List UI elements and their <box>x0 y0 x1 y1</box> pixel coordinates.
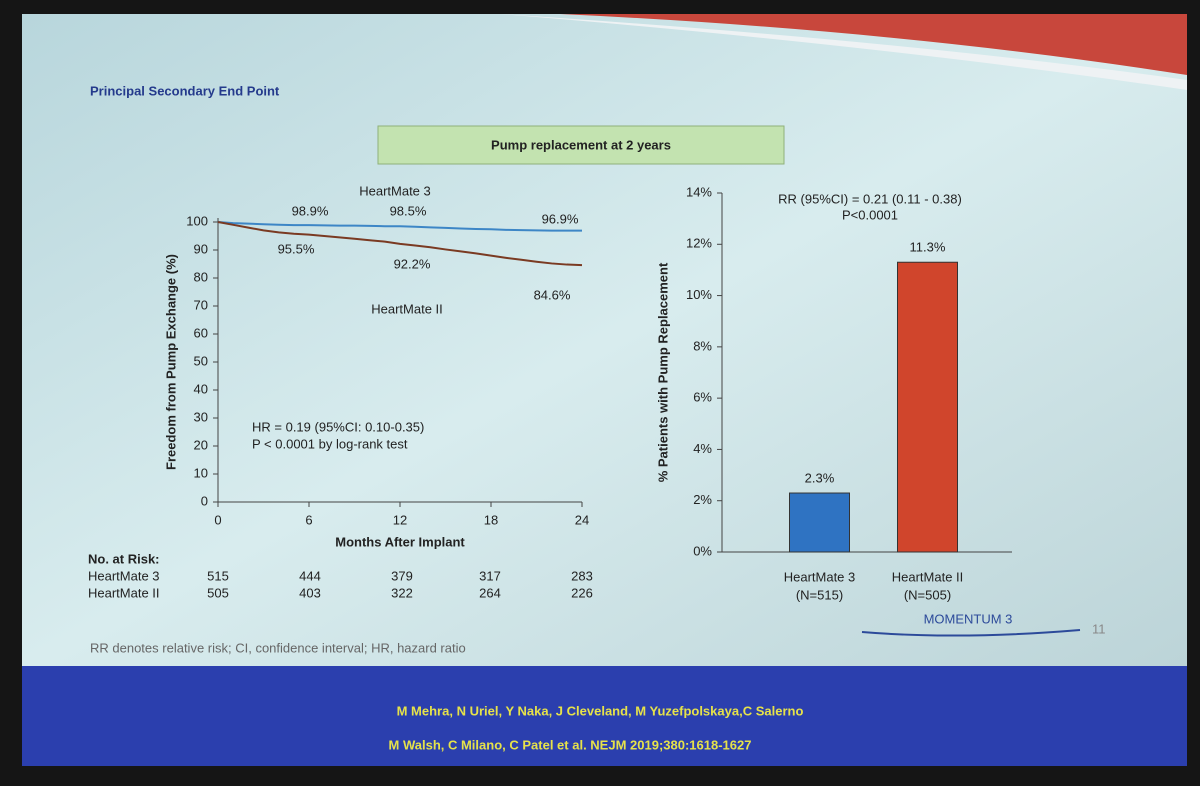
y-tick-label: 14% <box>686 184 712 199</box>
series-label: HeartMate 3 <box>359 183 431 198</box>
slide-title: Principal Secondary End Point <box>90 83 280 98</box>
value-label: 2.3% <box>805 470 835 485</box>
y-tick-label: 70 <box>194 297 208 312</box>
risk-cell: HeartMate II <box>88 585 160 600</box>
x-tick-label: HeartMate 3 <box>784 569 856 584</box>
bar <box>897 261 958 553</box>
y-tick-label: 4% <box>693 441 712 456</box>
annotation: 95.5% <box>278 241 315 256</box>
x-tick-sublabel: (N=505) <box>904 587 951 602</box>
risk-cell: 283 <box>571 568 593 583</box>
y-tick-label: 60 <box>194 325 208 340</box>
risk-cell: 322 <box>391 585 413 600</box>
risk-cell: 444 <box>299 568 321 583</box>
series-line <box>217 221 583 267</box>
citation-line: M Walsh, C Milano, C Patel et al. NEJM 2… <box>389 737 752 752</box>
risk-cell: 403 <box>299 585 321 600</box>
y-tick-label: 0% <box>693 543 712 558</box>
risk-cell: 515 <box>207 568 229 583</box>
x-tick-label: HeartMate II <box>892 569 964 584</box>
x-axis-label: Months After Implant <box>335 534 465 549</box>
risk-title: No. at Risk: <box>88 551 160 566</box>
series-label: HeartMate II <box>371 301 443 316</box>
annotation: 98.9% <box>292 203 329 218</box>
x-tick-label: 6 <box>305 512 312 527</box>
annotation: 98.5% <box>390 203 427 218</box>
y-axis-label: % Patients with Pump Replacement <box>655 262 670 482</box>
y-tick-label: 2% <box>693 492 712 507</box>
annotation: 92.2% <box>394 256 431 271</box>
y-tick-label: 10 <box>194 465 208 480</box>
risk-cell: 505 <box>207 585 229 600</box>
annotation: P<0.0001 <box>842 207 898 222</box>
y-tick-label: 10% <box>686 287 712 302</box>
slide-background <box>22 14 1187 669</box>
y-tick-label: 90 <box>194 241 208 256</box>
swoosh <box>560 14 1187 75</box>
y-tick-label: 0 <box>201 493 208 508</box>
page-number: 11 <box>1092 621 1106 636</box>
value-label: 11.3% <box>910 240 946 255</box>
y-tick-label: 100 <box>186 213 208 228</box>
y-tick-label: 6% <box>693 390 712 405</box>
banner: Pump replacement at 2 years <box>491 137 671 152</box>
risk-cell: HeartMate 3 <box>88 568 160 583</box>
y-tick-label: 80 <box>194 269 208 284</box>
y-tick-label: 8% <box>693 338 712 353</box>
citation-band <box>22 666 1187 766</box>
x-tick-label: 12 <box>393 512 407 527</box>
annotation: HR = 0.19 (95%CI: 0.10-0.35) <box>252 419 424 434</box>
series-line <box>217 221 582 232</box>
logo-swoosh <box>861 629 1081 637</box>
annotation: 96.9% <box>542 211 579 226</box>
y-tick-label: 30 <box>194 409 208 424</box>
logo: MOMENTUM 3 <box>924 611 1013 626</box>
y-tick-label: 12% <box>686 236 712 251</box>
citation-line: M Mehra, N Uriel, Y Naka, J Cleveland, M… <box>397 703 804 718</box>
bar <box>789 492 850 553</box>
annotation: P < 0.0001 by log-rank test <box>252 436 408 451</box>
y-axis-label: Freedom from Pump Exchange (%) <box>163 254 178 470</box>
banner-box <box>377 125 785 165</box>
y-tick-label: 50 <box>194 353 208 368</box>
y-tick-label: 20 <box>194 437 208 452</box>
x-tick-label: 24 <box>575 512 589 527</box>
risk-cell: 264 <box>479 585 501 600</box>
annotation: 84.6% <box>534 287 571 302</box>
x-tick-sublabel: (N=515) <box>796 587 843 602</box>
y-tick-label: 40 <box>194 381 208 396</box>
risk-cell: 317 <box>479 568 501 583</box>
footnote: RR denotes relative risk; CI, confidence… <box>90 640 466 655</box>
x-tick-label: 0 <box>214 512 221 527</box>
risk-cell: 226 <box>571 585 593 600</box>
x-tick-label: 18 <box>484 512 498 527</box>
annotation: RR (95%CI) = 0.21 (0.11 - 0.38) <box>778 191 962 206</box>
risk-cell: 379 <box>391 568 413 583</box>
